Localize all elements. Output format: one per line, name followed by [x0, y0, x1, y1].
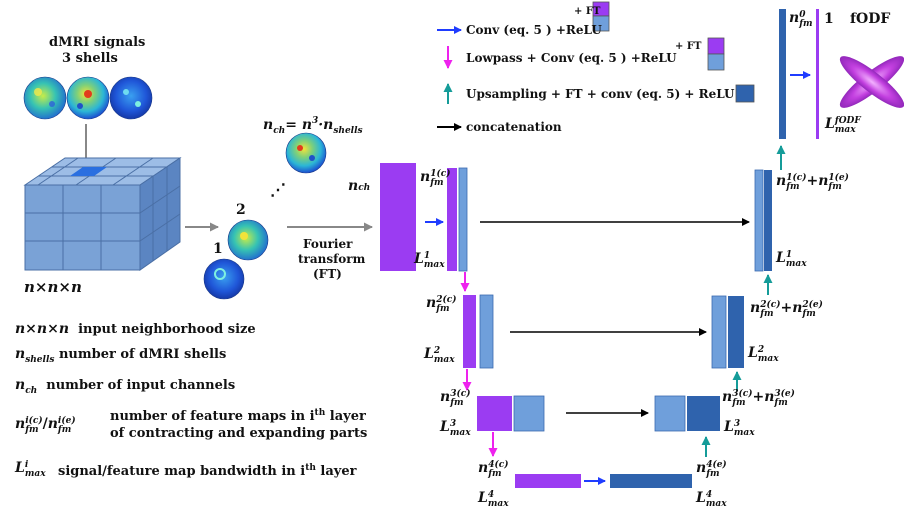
enc1-purple-block — [447, 168, 457, 271]
legend-conv-label: Conv (eq. 5 ) +ReLU — [466, 23, 602, 37]
legend-upsampling-label: Upsampling + FT + conv (eq. 5) + ReLU — [466, 87, 735, 101]
fourier-label-2: transform — [298, 252, 366, 266]
dec1-light-block — [754, 169, 764, 272]
key-nnn: n×n×n input neighborhood size — [15, 321, 256, 337]
input-neighborhood-cube-icon — [23, 157, 182, 271]
dec1-fm-label: n 1(c) fm +n 1(e) fm — [776, 173, 849, 192]
dec3-dark-block — [687, 396, 720, 431]
enc3-fm-label: n 3(c) fm — [440, 389, 471, 408]
dmri-shells-label: 3 shells — [62, 51, 118, 66]
dec2-bandwidth-label: L 2 max — [748, 345, 779, 364]
dec1-bandwidth-label: L 1 max — [776, 250, 807, 269]
dec2-light-block — [711, 295, 727, 369]
legend-lowpass-label: Lowpass + Conv (eq. 5 ) +ReLU — [466, 51, 677, 65]
legend-ft-label-2: + FT — [675, 41, 702, 52]
dec3-bandwidth-label: L 3 max — [724, 419, 755, 438]
legend-upsampling-swatch — [735, 84, 755, 103]
legend-lowpass-swatch-purple — [707, 37, 725, 55]
dec3-light-block — [654, 395, 686, 432]
input-channels-block — [380, 163, 416, 271]
key-channels: nch number of input channels — [15, 377, 236, 396]
enc2-purple-block — [463, 295, 476, 368]
fourier-label-3: (FT) — [313, 267, 342, 281]
nch-equation: nch= n3·nshells — [263, 116, 363, 136]
sphere-num-2: 2 — [236, 202, 246, 218]
enc3-blue-block — [513, 395, 545, 432]
fodf-output-bar — [816, 9, 819, 139]
key-fm-symbol: n i(c) fm/n i(e) fm — [15, 416, 76, 435]
fodf-title: fODF — [850, 11, 891, 27]
key-fm-desc-1: number of feature maps in ith layer — [110, 408, 366, 424]
dec4-fm-label: n 4(e) fm — [696, 460, 727, 479]
dec1-dark-block — [764, 170, 772, 271]
enc1-blue-block — [458, 167, 468, 272]
key-shells: nshells number of dMRI shells — [15, 346, 227, 365]
enc3-purple-block — [477, 396, 512, 431]
enc1-bandwidth-label: L 1 max — [414, 251, 445, 270]
ellipsis-dots: ⋰ — [270, 180, 286, 199]
cube-size-label: n×n×n — [24, 278, 82, 296]
fodf-glyph-icon — [839, 56, 904, 108]
output-block — [779, 9, 786, 139]
dmri-title: dMRI signals — [49, 35, 146, 50]
dmri-sphere-2-icon — [66, 76, 110, 120]
enc4-purple-block — [515, 474, 581, 488]
dmri-sphere-1-icon — [23, 76, 67, 120]
key-fm-desc-2: of contracting and expanding parts — [110, 426, 368, 441]
enc2-blue-block — [479, 294, 494, 369]
shell-sphere-n-icon — [285, 132, 327, 174]
enc2-bandwidth-label: L 2 max — [424, 346, 455, 365]
enc4-fm-label: n 4(c) fm — [478, 460, 509, 479]
dec3-fm-label: n 3(c) fm +n 3(e) fm — [722, 389, 795, 408]
output-one-label: 1 — [824, 11, 834, 27]
output-fm-label: n 0 fm — [789, 10, 813, 29]
enc3-bandwidth-label: L 3 max — [440, 419, 471, 438]
dec2-dark-block — [728, 296, 744, 368]
input-channel-count-label: n ch — [348, 178, 371, 194]
enc4-bandwidth-label: L 4 max — [478, 490, 509, 509]
legend-lowpass-swatch-blue — [707, 53, 725, 71]
dec4-dark-block — [610, 474, 692, 488]
dec2-fm-label: n 2(c) fm +n 2(e) fm — [750, 300, 823, 319]
enc1-fm-label: n 1(c) fm — [420, 169, 451, 188]
legend-ft-label-1: + FT — [574, 6, 601, 17]
legend-ft-swatch-blue — [592, 15, 610, 32]
key-L-desc: signal/feature map bandwidth in ith laye… — [58, 463, 357, 479]
legend-concat-label: concatenation — [466, 120, 562, 134]
enc2-fm-label: n 2(c) fm — [426, 295, 457, 314]
dmri-sphere-3-icon — [109, 76, 153, 120]
fourier-label-1: Fourier — [303, 237, 353, 251]
shell-sphere-2-icon — [227, 219, 269, 261]
dec4-bandwidth-label: L 4 max — [696, 490, 727, 509]
shell-sphere-1-icon — [203, 258, 245, 300]
sphere-num-1: 1 — [213, 241, 223, 257]
